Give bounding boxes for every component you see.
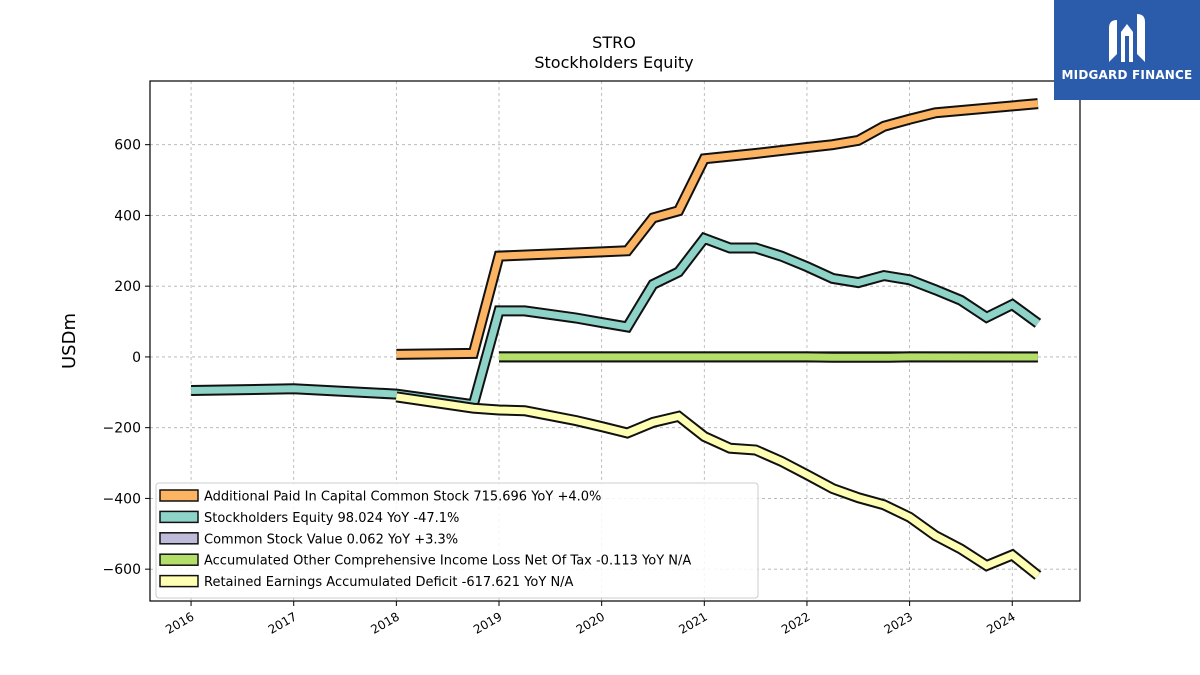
series-line-4 xyxy=(395,393,1041,579)
x-tick-label-2023: 2023 xyxy=(882,609,915,636)
x-tick-label-2020: 2020 xyxy=(574,609,607,636)
legend: Additional Paid In Capital Common Stock … xyxy=(155,482,759,599)
legend-label-1: Additional Paid In Capital Common Stock … xyxy=(204,490,601,505)
legend-swatch-1 xyxy=(159,489,199,502)
y-tick-label-3: 0 xyxy=(132,350,141,366)
x-tick-label-2017: 2017 xyxy=(266,609,299,636)
legend-label-2: Common Stock Value 0.062 YoY +3.3% xyxy=(204,532,458,547)
legend-swatch-3 xyxy=(159,553,199,566)
y-axis-ticks: −600 −400 −200 0 200 400 600 xyxy=(103,138,150,578)
brand-name: MIDGARD FINANCE xyxy=(1061,68,1193,82)
chart-subtitle: Stockholders Equity xyxy=(534,53,693,72)
legend-swatch-2 xyxy=(159,532,199,545)
midgard-logo-icon xyxy=(1109,14,1145,62)
x-tick-label-2024: 2024 xyxy=(984,609,1017,636)
y-tick-label-6: 600 xyxy=(114,138,141,154)
series-lines xyxy=(191,98,1042,580)
y-tick-label-4: 200 xyxy=(114,279,141,295)
y-axis-label: USDm xyxy=(59,313,80,369)
y-tick-label-1: −400 xyxy=(103,491,141,507)
x-axis-ticks: 2016 2017 2018 2019 2020 2021 2022 2023 2024 xyxy=(163,601,1018,637)
legend-box xyxy=(155,482,759,599)
y-tick-label-0: −600 xyxy=(103,562,141,578)
x-tick-label-2021: 2021 xyxy=(676,609,709,636)
series-line-0 xyxy=(191,234,1040,409)
y-tick-label-5: 400 xyxy=(114,208,141,224)
x-tick-label-2022: 2022 xyxy=(779,609,812,636)
legend-swatch-4 xyxy=(159,574,199,588)
y-tick-label-2: −200 xyxy=(103,421,141,437)
plot-frame xyxy=(149,80,1081,602)
legend-label-4: Retained Earnings Accumulated Deficit -6… xyxy=(204,575,574,590)
series-line-1 xyxy=(396,100,1039,358)
brand-logo: MIDGARD FINANCE xyxy=(1054,0,1200,100)
legend-label-0: Stockholders Equity 98.024 YoY -47.1% xyxy=(204,511,459,526)
legend-label-3: Accumulated Other Comprehensive Income L… xyxy=(204,554,691,569)
legend-swatch-0 xyxy=(159,510,199,524)
x-tick-label-2019: 2019 xyxy=(471,609,504,636)
x-tick-label-2018: 2018 xyxy=(368,609,401,636)
chart-title: STRO xyxy=(592,33,636,52)
x-tick-label-2016: 2016 xyxy=(163,609,196,636)
